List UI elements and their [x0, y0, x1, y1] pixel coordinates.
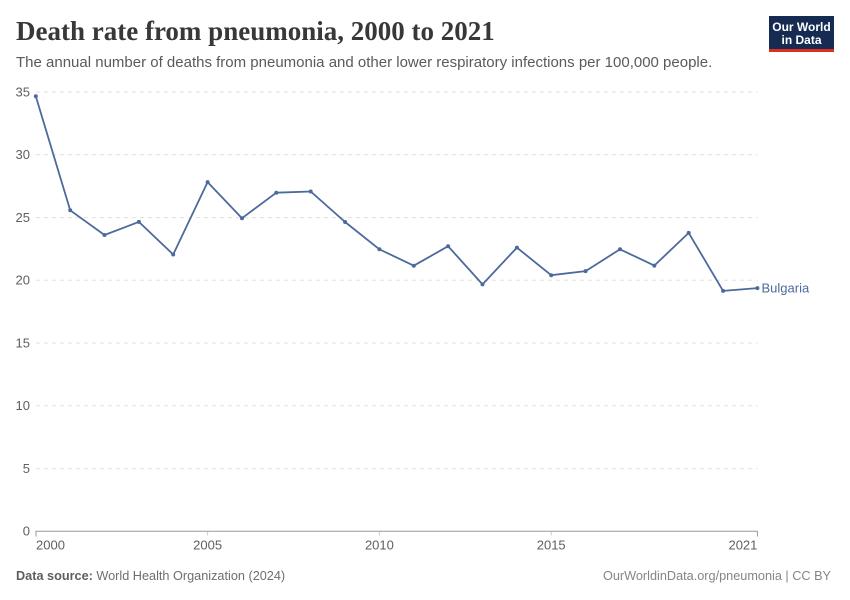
- svg-text:2005: 2005: [193, 538, 222, 553]
- svg-text:25: 25: [16, 210, 30, 225]
- svg-text:15: 15: [16, 336, 30, 351]
- svg-text:2010: 2010: [365, 538, 394, 553]
- svg-text:2021: 2021: [728, 538, 757, 553]
- svg-text:Bulgaria: Bulgaria: [762, 281, 810, 296]
- svg-text:2015: 2015: [537, 538, 566, 553]
- svg-text:0: 0: [23, 524, 30, 539]
- svg-text:10: 10: [16, 398, 30, 413]
- svg-text:2000: 2000: [36, 538, 65, 553]
- svg-text:30: 30: [16, 147, 30, 162]
- svg-text:5: 5: [23, 461, 30, 476]
- svg-text:35: 35: [16, 85, 30, 100]
- svg-text:20: 20: [16, 273, 30, 288]
